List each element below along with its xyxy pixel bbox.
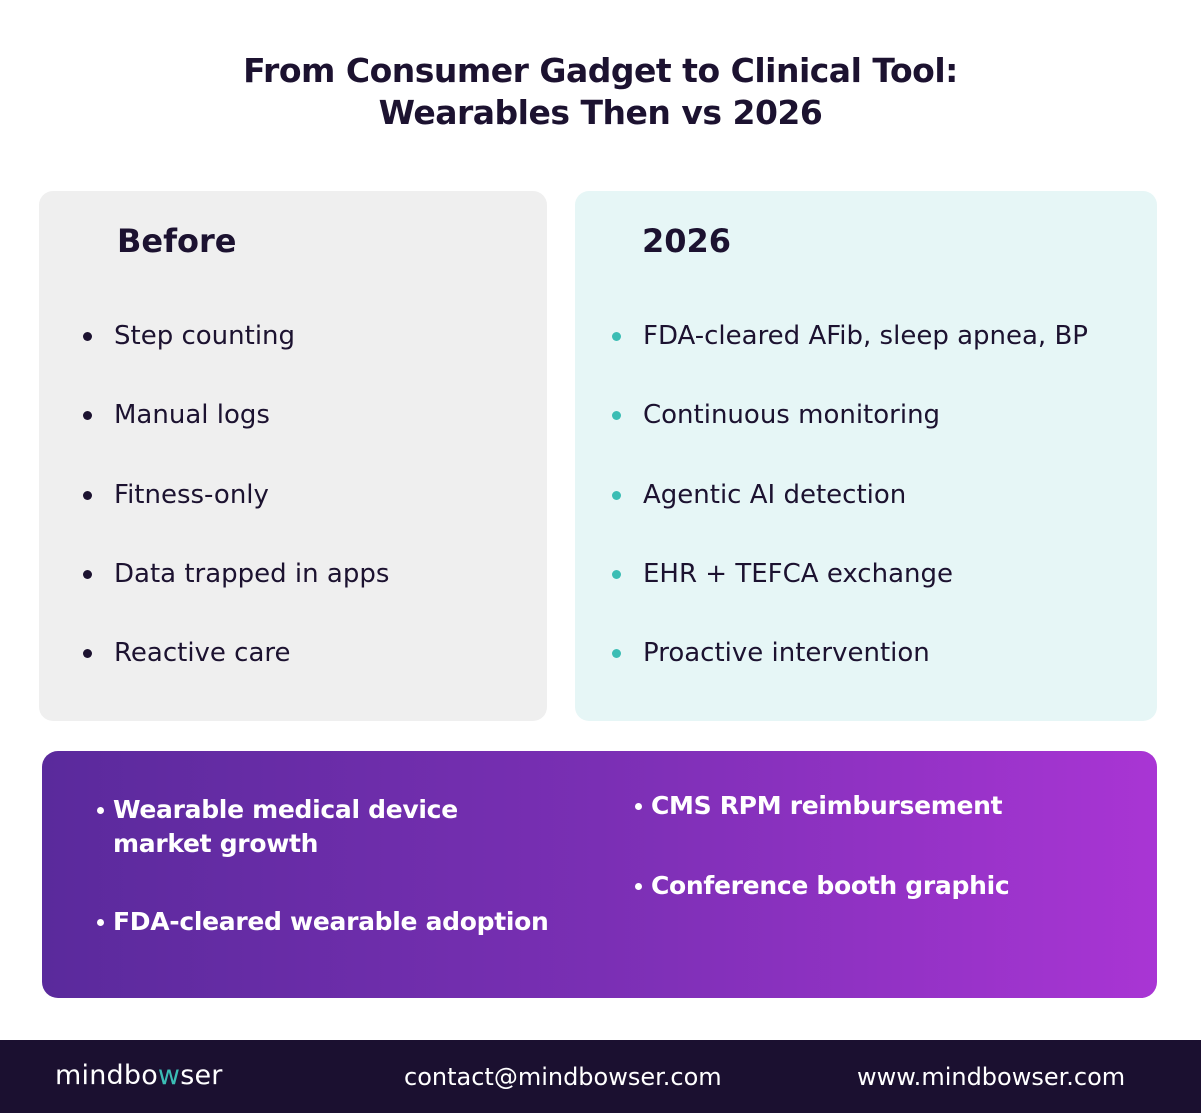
after-card: 2026 FDA-cleared AFib, sleep apnea, BP C… — [575, 191, 1157, 721]
list-item-text: Continuous monitoring — [643, 400, 941, 431]
list-item-text: Fitness-only — [114, 479, 269, 510]
title-line-1: From Consumer Gadget to Clinical Tool: — [243, 51, 958, 90]
banner-item-text: FDA-cleared wearable adoption — [113, 907, 549, 936]
bullet-icon — [83, 569, 92, 579]
list-item-text: FDA-cleared AFib, sleep apnea, BP — [643, 321, 1088, 351]
list-item: Step counting — [83, 316, 389, 395]
list-item: Data trapped in apps — [83, 554, 389, 633]
list-item-text: Manual logs — [114, 400, 270, 431]
banner-item-conference-booth: Conference booth graphic — [635, 869, 1010, 903]
page-title: From Consumer Gadget to Clinical Tool: W… — [0, 50, 1201, 134]
bullet-icon — [97, 807, 104, 814]
list-item: FDA-cleared AFib, sleep apnea, BP — [612, 316, 1088, 395]
bullet-icon — [612, 411, 621, 421]
bullet-icon — [612, 332, 621, 341]
after-list: FDA-cleared AFib, sleep apnea, BP Contin… — [612, 316, 1088, 712]
logo-text: ser — [180, 1060, 223, 1091]
bullet-icon — [612, 569, 621, 579]
banner-item-fda-adoption: FDA-cleared wearable adoption — [97, 905, 549, 939]
logo-accent: w — [157, 1060, 181, 1091]
banner-item-text: CMS RPM reimbursement — [651, 791, 1003, 820]
website-link[interactable]: www.mindbowser.com — [857, 1063, 1126, 1091]
list-item: Manual logs — [83, 395, 389, 474]
before-heading: Before — [117, 222, 237, 260]
contact-email-link[interactable]: contact@mindbowser.com — [404, 1063, 722, 1091]
highlights-banner: Wearable medical device market growth FD… — [42, 751, 1157, 998]
list-item: Agentic AI detection — [612, 475, 1088, 554]
banner-item-text: market growth — [113, 829, 319, 858]
before-card: Before Step counting Manual logs Fitness… — [39, 191, 547, 721]
bullet-icon — [97, 919, 104, 926]
before-list: Step counting Manual logs Fitness-only D… — [83, 316, 389, 712]
title-line-2: Wearables Then vs 2026 — [378, 93, 823, 132]
bullet-icon — [83, 411, 92, 421]
mindbowser-logo[interactable]: mindbowser — [55, 1058, 223, 1094]
bullet-icon — [612, 649, 621, 659]
bullet-icon — [83, 649, 92, 659]
list-item: EHR + TEFCA exchange — [612, 554, 1088, 633]
list-item-text: Step counting — [114, 321, 296, 351]
bullet-icon — [83, 490, 92, 500]
list-item: Reactive care — [83, 633, 389, 712]
list-item-text: Reactive care — [114, 638, 291, 669]
list-item: Continuous monitoring — [612, 395, 1088, 474]
bullet-icon — [83, 332, 92, 341]
banner-item-text: Wearable medical device — [113, 795, 458, 824]
list-item-text: Agentic AI detection — [643, 479, 907, 510]
list-item-text: Proactive intervention — [643, 638, 930, 669]
bullet-icon — [635, 883, 642, 890]
banner-item-market-growth: Wearable medical device market growth — [97, 793, 458, 861]
footer: mindbowser contact@mindbowser.com www.mi… — [0, 1040, 1201, 1113]
after-heading: 2026 — [642, 222, 732, 260]
bullet-icon — [635, 803, 642, 810]
list-item-text: EHR + TEFCA exchange — [643, 558, 953, 589]
list-item: Proactive intervention — [612, 633, 1088, 712]
list-item: Fitness-only — [83, 475, 389, 554]
bullet-icon — [612, 490, 621, 500]
list-item-text: Data trapped in apps — [114, 558, 390, 589]
logo-text: mindbo — [55, 1060, 158, 1091]
banner-item-text: Conference booth graphic — [651, 871, 1010, 900]
banner-item-cms-rpm: CMS RPM reimbursement — [635, 789, 1003, 823]
